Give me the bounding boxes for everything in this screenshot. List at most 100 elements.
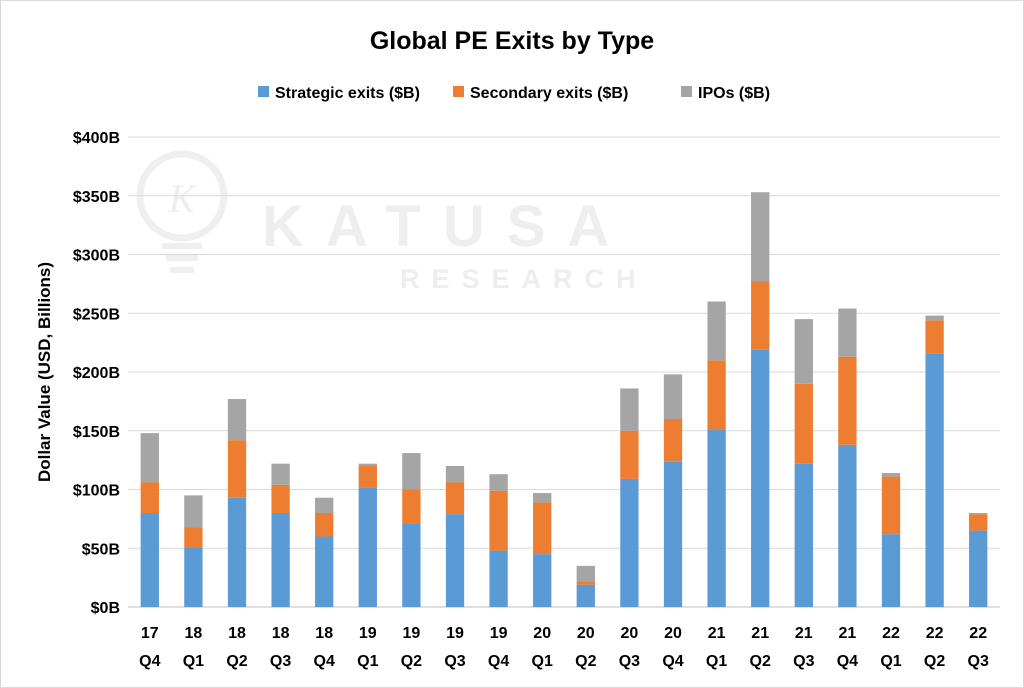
bar-segment-secondary [751, 281, 770, 350]
bar-segment-ipo [227, 399, 247, 441]
x-tick-quarter: Q4 [488, 653, 509, 670]
x-tick-quarter: Q1 [532, 653, 553, 670]
x-tick-quarter: Q2 [924, 653, 945, 670]
x-tick-quarter: Q4 [662, 653, 683, 670]
y-axis-ticks: $0B $50B $100B $150B $200B $250B $300B $350B $40… [73, 130, 120, 617]
bar-segment-secondary [489, 490, 508, 551]
watermark-logo-letter: K [168, 176, 198, 221]
bar-segment-ipo [707, 301, 726, 361]
x-tick-quarter: Q3 [968, 653, 989, 670]
x-tick-year: 18 [228, 625, 246, 642]
y-tick-label: $150B [73, 424, 120, 441]
bar-segment-ipo [794, 319, 813, 384]
bar-segment-ipo [489, 474, 508, 491]
x-tick-quarter: Q1 [880, 653, 901, 670]
x-axis-ticks: 17 Q4 18 Q1 18 Q2 18 Q3 18 Q4 19 Q1 19 Q2 19 Q3 19 Q4 20 Q1… [139, 625, 989, 670]
legend-swatch [453, 86, 464, 97]
watermark-bulb-base [162, 243, 202, 249]
bar-segment-secondary [227, 440, 247, 498]
x-tick-year: 22 [926, 625, 944, 642]
bar-segment-strategic [751, 349, 770, 607]
bar-segment-secondary [445, 482, 465, 515]
x-tick-quarter: Q1 [183, 653, 204, 670]
legend: Strategic exits ($B) Secondary exits ($B)… [258, 85, 770, 102]
bar-segment-strategic [576, 584, 595, 607]
y-tick-label: $100B [73, 483, 120, 500]
bar-segment-ipo [315, 497, 334, 513]
y-tick-label: $200B [73, 365, 120, 382]
x-tick-quarter: Q2 [401, 653, 422, 670]
bar-segment-strategic [925, 353, 944, 607]
x-tick-quarter: Q3 [793, 653, 814, 670]
bar-segment-strategic [533, 554, 552, 607]
legend-label: IPOs ($B) [698, 85, 770, 102]
bar-segment-secondary [925, 320, 944, 354]
y-tick-label: $50B [82, 541, 120, 558]
bar-segment-strategic [402, 523, 421, 607]
watermark-brand: KATUSA [262, 194, 631, 259]
bar-segment-secondary [969, 514, 988, 531]
bar-segment-secondary [358, 466, 377, 488]
bar-segment-ipo [402, 453, 421, 490]
y-axis-label: Dollar Value (USD, Billions) [35, 262, 54, 482]
x-tick-quarter: Q2 [575, 653, 596, 670]
x-tick-year: 20 [621, 625, 639, 642]
x-tick-year: 21 [839, 625, 857, 642]
bar-segment-strategic [271, 513, 290, 607]
bar-segment-strategic [315, 536, 334, 607]
bar-segment-secondary [315, 513, 334, 537]
x-tick-year: 18 [272, 625, 290, 642]
bar-segment-ipo [271, 463, 290, 485]
x-tick-quarter: Q3 [619, 653, 640, 670]
bar-segment-ipo [881, 473, 901, 477]
watermark-bulb-base [170, 267, 194, 273]
bar-segment-ipo [184, 495, 203, 528]
y-tick-label: $300B [73, 248, 120, 265]
y-tick-label: $350B [73, 189, 120, 206]
x-tick-year: 21 [795, 625, 813, 642]
watermark: K KATUSA RESEARCH [136, 150, 648, 294]
bar-segment-secondary [184, 527, 203, 548]
chart-title: Global PE Exits by Type [370, 27, 654, 55]
bar-segment-strategic [794, 463, 813, 607]
bar-segment-secondary [663, 419, 683, 462]
x-tick-year: 21 [751, 625, 769, 642]
bar-segment-ipo [620, 388, 639, 431]
bar-segment-ipo [358, 463, 377, 466]
bar-segment-strategic [969, 530, 988, 607]
watermark-bulb-base [166, 255, 198, 261]
y-tick-label: $400B [73, 130, 120, 147]
x-tick-quarter: Q4 [314, 653, 335, 670]
watermark-sub: RESEARCH [400, 264, 648, 294]
bar-segment-secondary [707, 360, 726, 430]
bar-segment-ipo [838, 308, 857, 357]
x-tick-quarter: Q2 [750, 653, 771, 670]
bar-segment-strategic [140, 513, 159, 607]
x-tick-quarter: Q1 [706, 653, 727, 670]
x-tick-quarter: Q2 [226, 653, 247, 670]
bar-segment-ipo [925, 315, 944, 321]
y-tick-label: $250B [73, 306, 120, 323]
x-tick-year: 18 [315, 625, 333, 642]
x-tick-year: 19 [403, 625, 421, 642]
bars [140, 192, 988, 607]
bar-segment-strategic [445, 514, 465, 607]
legend-label: Secondary exits ($B) [470, 85, 628, 102]
bar-segment-strategic [881, 534, 901, 607]
x-tick-quarter: Q4 [837, 653, 858, 670]
x-tick-year: 18 [185, 625, 203, 642]
bar-segment-secondary [140, 482, 159, 513]
x-tick-year: 19 [446, 625, 464, 642]
x-tick-year: 21 [708, 625, 726, 642]
bar-segment-ipo [576, 565, 595, 582]
x-tick-quarter: Q4 [139, 653, 160, 670]
x-tick-year: 20 [577, 625, 595, 642]
bar-segment-strategic [663, 461, 683, 607]
x-tick-quarter: Q3 [270, 653, 291, 670]
bar-segment-strategic [620, 478, 639, 607]
bar-segment-strategic [184, 547, 203, 607]
bar-segment-ipo [140, 433, 159, 483]
x-tick-year: 20 [533, 625, 551, 642]
x-tick-year: 17 [141, 625, 159, 642]
